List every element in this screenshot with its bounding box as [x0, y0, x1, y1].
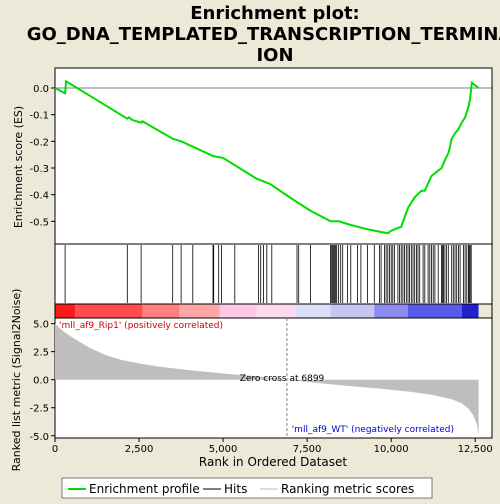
es-ytick-label: -0.4	[29, 191, 49, 202]
es-ytick-label: -0.2	[29, 137, 49, 148]
legend: Enrichment profile Hits Ranking metric s…	[61, 477, 433, 499]
rank-ytick-label: 5.0	[33, 320, 49, 331]
rank-color-bar	[55, 304, 479, 318]
rank-xtick-label: 2,500	[125, 444, 154, 455]
negative-class-label: 'mll_af9_WT' (negatively correlated)	[292, 425, 454, 435]
color-bar-segment	[179, 304, 220, 318]
rank-xtick-label: 5,000	[209, 444, 238, 455]
hits-panel-frame	[54, 243, 493, 305]
es-axis-label: Enrichment score (ES)	[12, 106, 25, 228]
rank-ytick-label: -5.0	[29, 432, 49, 443]
es-ytick-label: -0.3	[29, 164, 49, 175]
rank-xtick-label: 10,000	[374, 444, 409, 455]
rank-xtick-label: 0	[52, 444, 58, 455]
es-ytick-label: -0.1	[29, 111, 49, 122]
enrichment-profile-line	[54, 79, 480, 235]
zero-cross-label: Zero cross at 6899	[240, 374, 325, 384]
legend-box	[61, 477, 433, 499]
rank-ytick-label: 2.5	[33, 348, 49, 359]
rank-ytick-label: 0.0	[33, 376, 49, 387]
rank-xtick-label: 12,500	[458, 444, 493, 455]
color-bar-segment	[407, 304, 462, 318]
color-bar-segment	[330, 304, 375, 318]
legend-enrichment-label: Enrichment profile	[89, 482, 200, 496]
es-ytick-label: 0.0	[33, 84, 49, 95]
rank-xtick-label: 7,500	[293, 444, 322, 455]
es-panel-frame	[54, 67, 493, 245]
ranking-metric-area	[55, 323, 479, 436]
legend-hits-label: Hits	[224, 482, 247, 496]
color-bar-segment	[142, 304, 180, 318]
rank-axis-label: Rank in Ordered Dataset	[199, 455, 347, 469]
es-ytick-label: -0.5	[29, 217, 49, 228]
hits-panel	[54, 243, 493, 305]
legend-ranking-label: Ranking metric scores	[281, 482, 414, 496]
color-bar-segment	[256, 304, 296, 318]
color-bar-segment	[55, 304, 76, 318]
color-bar-segment	[295, 304, 331, 318]
plot-title-line2: GO_DNA_TEMPLATED_TRANSCRIPTION_TERMINAT	[27, 24, 500, 45]
plot-title-line3: ION	[256, 45, 293, 66]
positive-class-label: 'mll_af9_Rip1' (positively correlated)	[59, 321, 223, 331]
plot-title-line1: Enrichment plot:	[190, 3, 360, 24]
rank-ytick-label: -2.5	[29, 404, 49, 415]
ranking-panel: 5.0 2.5 0.0 -2.5 -5.0 0 2,500 5,000 7,500 10,000…	[10, 289, 493, 472]
color-bar-segment	[374, 304, 408, 318]
color-bar-segment	[461, 304, 479, 318]
ranking-axis-label: Ranked list metric (Signal2Noise)	[10, 289, 23, 472]
es-panel: 0.0 -0.1 -0.2 -0.3 -0.4 -0.5 Enrichment score…	[12, 67, 493, 245]
color-bar-segment	[219, 304, 257, 318]
color-bar-segment	[75, 304, 143, 318]
